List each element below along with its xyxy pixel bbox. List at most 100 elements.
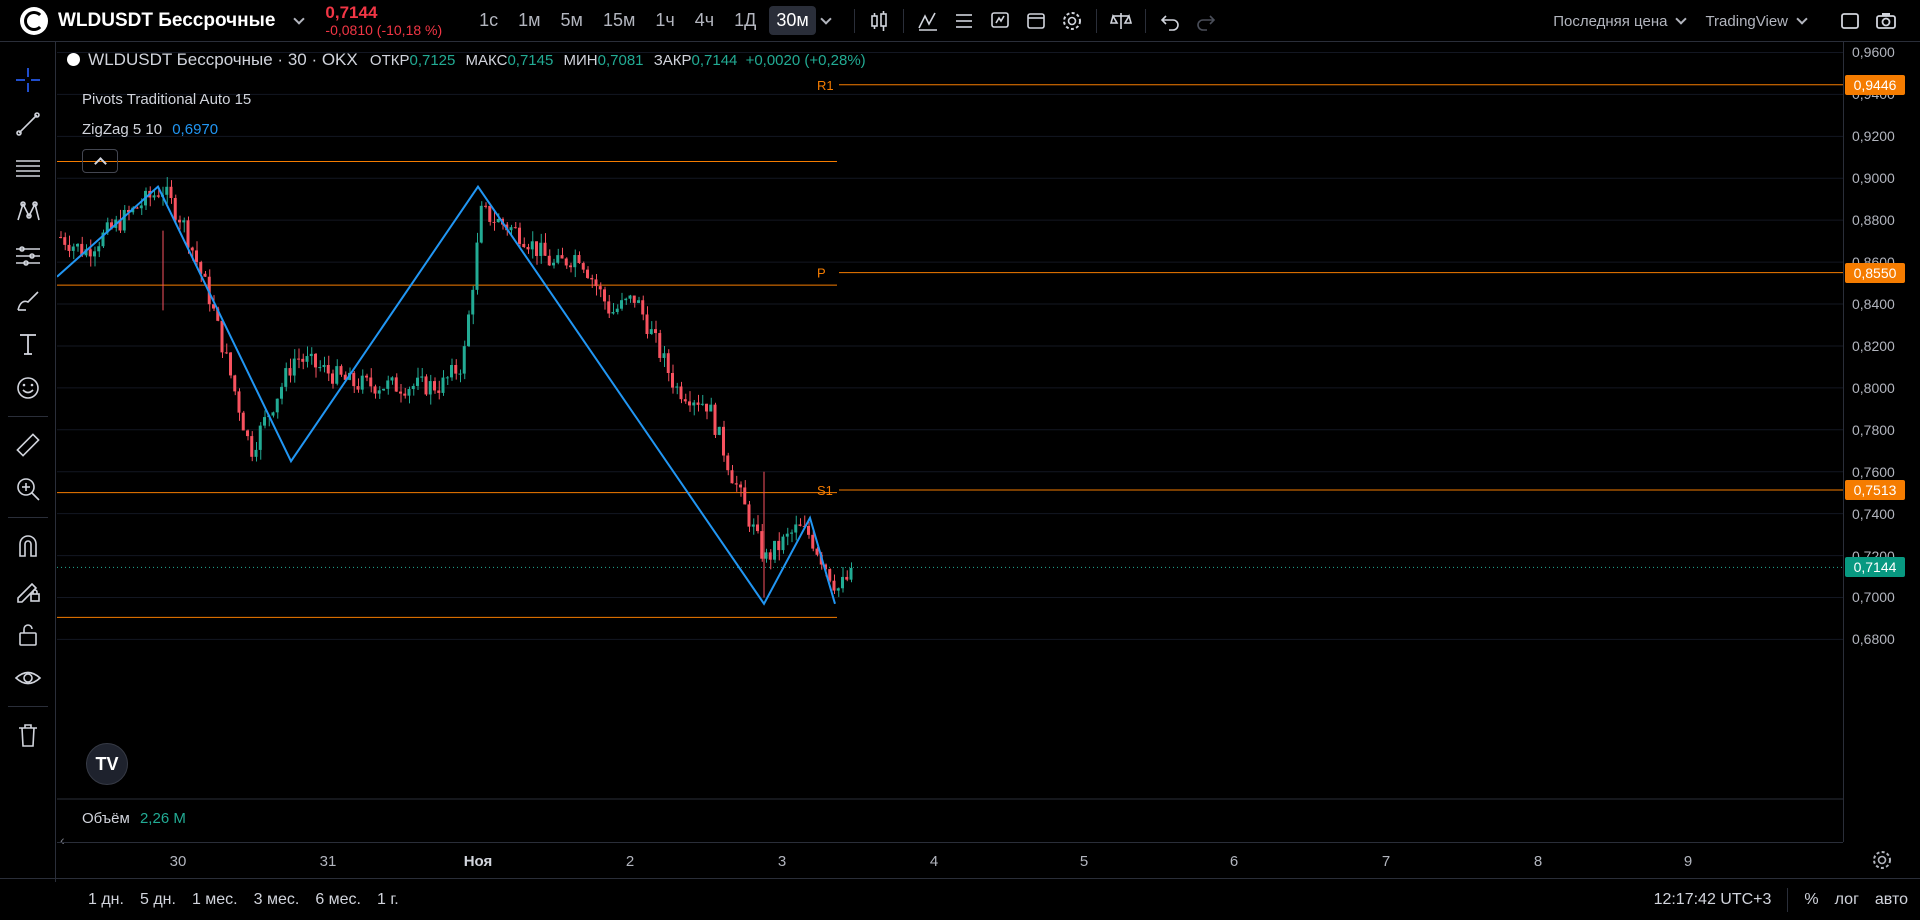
price-chart[interactable]: R1 P S1: [57, 42, 1843, 842]
alert-icon[interactable]: [988, 9, 1012, 33]
divider: [902, 8, 904, 33]
brush-icon[interactable]: [0, 278, 56, 322]
candle-body: [560, 255, 564, 259]
timeframe-5m[interactable]: 5м: [560, 10, 583, 30]
timeframe-1d[interactable]: 1Д: [734, 10, 757, 30]
price-display: 0,7144 -0,0810 (-10,18 %): [325, 3, 442, 39]
settings-gear-icon[interactable]: [1060, 9, 1084, 33]
divider: [853, 8, 855, 33]
replay-icon[interactable]: [1024, 9, 1048, 33]
tradingview-logo-icon[interactable]: TV: [86, 743, 128, 785]
emoji-icon[interactable]: [0, 366, 56, 410]
chevron-down-icon[interactable]: [1796, 13, 1808, 25]
chart-pane[interactable]: R1 P S1 WLDUSDT Бессрочные · 30 · OKX ОТКР…: [57, 42, 1920, 842]
crosshair-icon[interactable]: [0, 58, 56, 102]
timeframe-1s[interactable]: 1с: [479, 10, 499, 30]
candle-body: [84, 249, 88, 256]
legend-open: 0,7125: [409, 52, 456, 69]
timeframe-4h[interactable]: 4ч: [694, 10, 715, 30]
collapse-left-icon[interactable]: ‹: [60, 832, 65, 848]
timeframe-1h[interactable]: 1ч: [655, 10, 675, 30]
indicators-icon[interactable]: [916, 9, 940, 33]
patterns-icon[interactable]: [0, 190, 56, 234]
scale-settings-icon[interactable]: [1870, 848, 1894, 872]
eye-visibility-icon[interactable]: [0, 656, 56, 700]
range-1d[interactable]: 1 дн.: [88, 890, 124, 908]
time-axis[interactable]: 30 31 Ноя 2 3 4 5 6 7 8 9: [57, 842, 1843, 878]
provider-select[interactable]: TradingView: [1705, 12, 1788, 30]
percent-scale-toggle[interactable]: %: [1804, 891, 1819, 908]
candle-body: [407, 389, 411, 396]
trend-line-icon[interactable]: [0, 102, 56, 146]
candle-body: [845, 576, 849, 580]
price-type-select[interactable]: Последняя цена: [1553, 12, 1668, 30]
candle-body: [590, 277, 594, 280]
compare-scales-icon[interactable]: [1109, 9, 1133, 33]
candle-body: [849, 567, 853, 580]
volume-legend[interactable]: Объём 2,26 M: [82, 810, 186, 827]
chevron-down-icon[interactable]: [293, 12, 306, 25]
magnet-icon[interactable]: [0, 524, 56, 568]
candle-body: [679, 386, 683, 400]
price-tick-label: 0,7800: [1852, 421, 1895, 438]
unlock-icon[interactable]: [0, 612, 56, 656]
timeframe-dropdown-icon[interactable]: [820, 12, 832, 25]
price-tick-label: 0,9200: [1852, 128, 1895, 145]
candle-body: [671, 373, 674, 388]
symbol-name[interactable]: WLDUSDT Бессрочные: [58, 9, 276, 31]
price-tick-label: 0,7600: [1852, 463, 1895, 480]
undo-icon[interactable]: [1158, 9, 1182, 33]
trash-icon[interactable]: [0, 713, 56, 757]
candle-body: [203, 273, 207, 277]
range-3m[interactable]: 3 мес.: [253, 890, 300, 908]
divider: [1787, 888, 1789, 912]
auto-scale-toggle[interactable]: авто: [1874, 891, 1908, 908]
price-scale[interactable]: 0,96000,94000,92000,90000,88000,86000,84…: [1843, 42, 1920, 842]
redo-icon[interactable]: [1194, 9, 1218, 33]
candle-body: [467, 314, 470, 347]
candle-body: [382, 388, 385, 391]
camera-snapshot-icon[interactable]: [1874, 9, 1898, 33]
time-tick-label: Ноя: [463, 853, 493, 870]
fib-retracement-icon[interactable]: [0, 146, 56, 190]
symbol-logo-icon[interactable]: [20, 6, 48, 35]
legend-open-label: ОТКР: [369, 52, 410, 69]
candles-chart-type-icon[interactable]: [867, 9, 891, 33]
lock-drawing-icon[interactable]: [0, 568, 56, 612]
candle-body: [522, 243, 526, 248]
ruler-icon[interactable]: [0, 423, 56, 467]
prediction-tools-icon[interactable]: [0, 234, 56, 278]
candle-body: [450, 365, 453, 378]
zigzag-indicator[interactable]: ZigZag 5 10 0,6970: [82, 121, 218, 138]
collapse-legend-button[interactable]: [82, 149, 118, 173]
chevron-down-icon[interactable]: [1675, 13, 1688, 25]
time-tick-label: 31: [319, 853, 337, 870]
candle-body: [615, 308, 619, 313]
timeframe-15m[interactable]: 15м: [602, 10, 636, 30]
pivot-label-p: P: [817, 266, 826, 281]
indicator-templates-icon[interactable]: [952, 9, 976, 33]
zoom-in-icon[interactable]: [0, 467, 56, 511]
bottom-toolbar: 1 дн. 5 дн. 1 мес. 3 мес. 6 мес. 1 г. 12…: [0, 878, 1920, 920]
candle-body: [484, 205, 487, 207]
timeframe-30m[interactable]: 30м: [769, 6, 816, 35]
timeframe-1m[interactable]: 1м: [518, 10, 541, 30]
legend-title[interactable]: WLDUSDT Бессрочные · 30 · OKX: [88, 50, 358, 69]
range-6m[interactable]: 6 мес.: [315, 890, 361, 908]
text-tool-icon[interactable]: [0, 322, 56, 366]
clock-timezone[interactable]: 12:17:42 UTC+3: [1653, 891, 1772, 908]
fullscreen-icon[interactable]: [1838, 9, 1862, 33]
range-1m[interactable]: 1 мес.: [191, 890, 238, 908]
pivots-indicator-label[interactable]: Pivots Traditional Auto 15: [82, 91, 252, 108]
candle-body: [700, 403, 704, 405]
candle-body: [314, 353, 317, 368]
candle-body: [603, 289, 606, 302]
range-5d[interactable]: 5 дн.: [139, 890, 176, 908]
candle-body: [241, 412, 245, 431]
candle-body: [518, 227, 521, 244]
range-1y[interactable]: 1 г.: [377, 890, 399, 908]
candle-body: [535, 241, 538, 256]
candle-body: [471, 289, 475, 315]
log-scale-toggle[interactable]: лог: [1834, 891, 1859, 908]
candle-body: [224, 352, 228, 354]
